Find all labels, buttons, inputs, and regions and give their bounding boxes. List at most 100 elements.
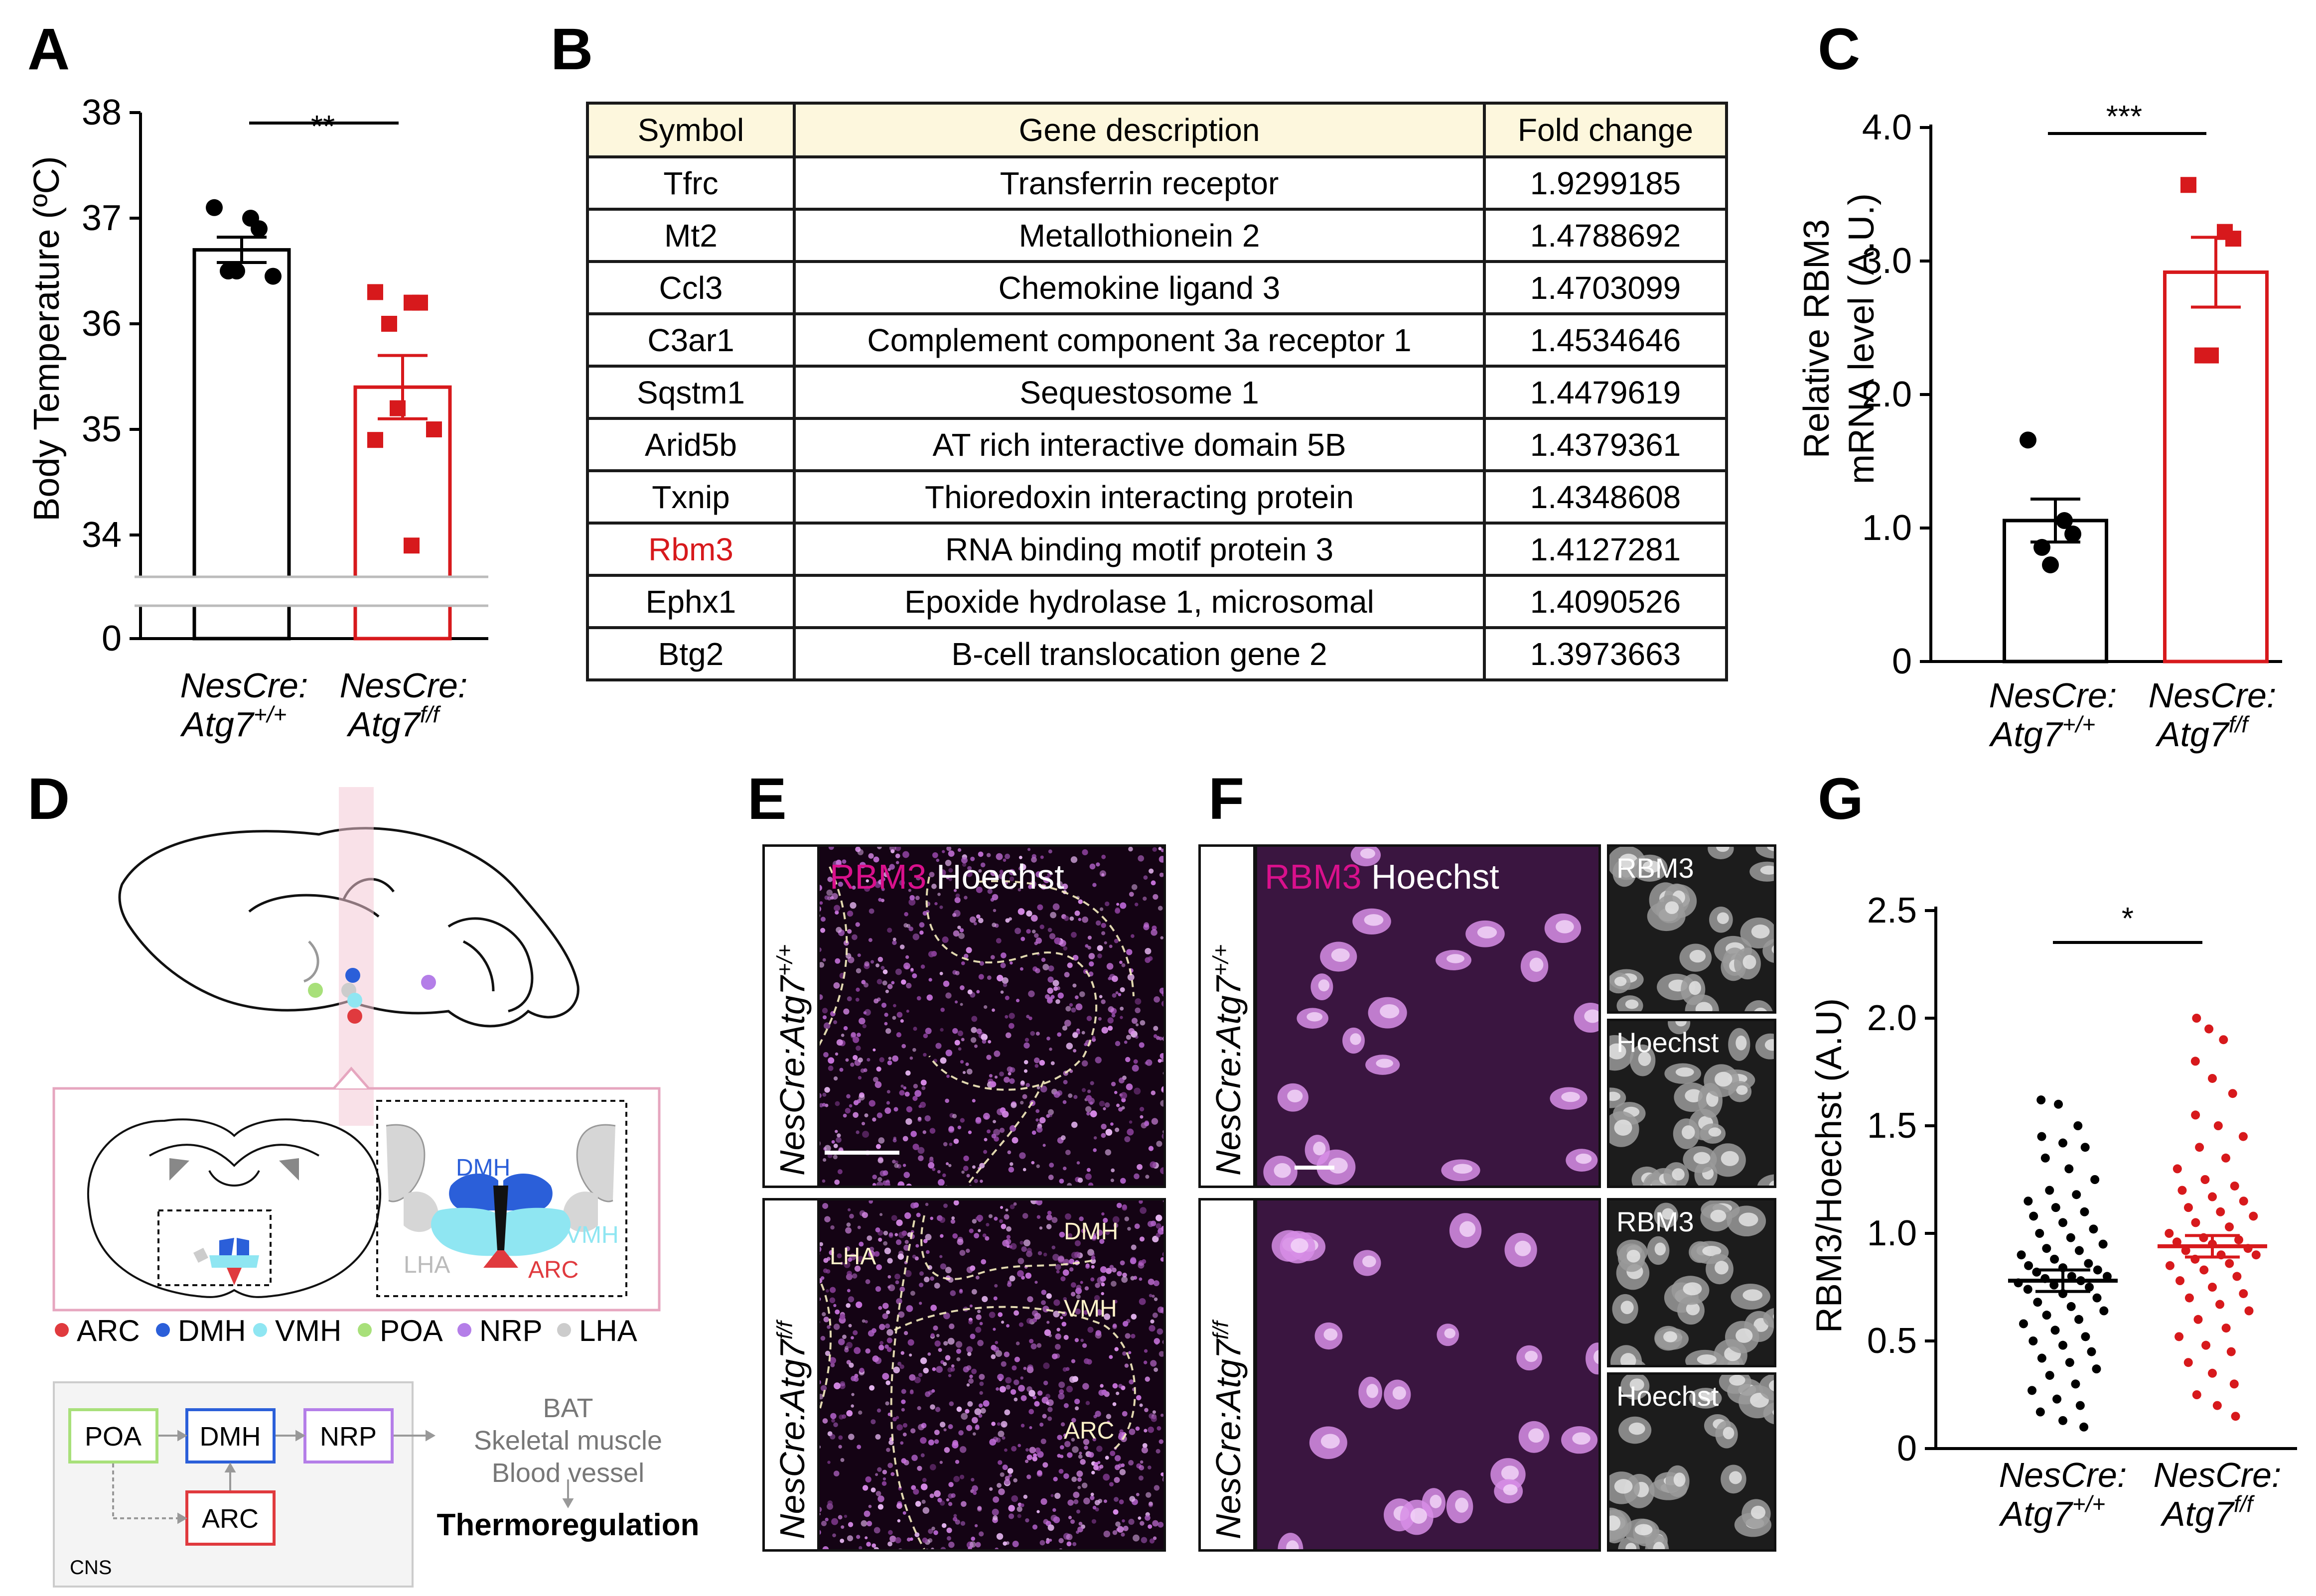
flow-box-nrp <box>303 1408 394 1463</box>
panel-label-g: G <box>1818 766 1864 832</box>
data-point-wt <box>2054 1099 2063 1109</box>
data-point-ko <box>2212 1401 2222 1410</box>
data-point-ko <box>2219 1035 2228 1045</box>
chart-g-xlabel-ko-1: NesCre: <box>2154 1456 2282 1494</box>
fold-change: 1.4348608 <box>1483 469 1728 525</box>
data-point-ko <box>2221 1324 2231 1333</box>
flow-label-poa: POA <box>85 1422 142 1452</box>
data-point-ko <box>404 537 420 554</box>
data-point-ko <box>2208 1283 2217 1292</box>
flow-box-poa <box>68 1408 158 1463</box>
data-point-ko <box>381 316 397 332</box>
table-header-description: Gene description <box>793 102 1486 158</box>
data-point-wt <box>2045 1371 2054 1380</box>
data-point-wt <box>2084 1259 2093 1268</box>
thumb-rbm3-ko: RBM3 <box>1607 1198 1776 1367</box>
zoom-label-lha: LHA <box>404 1252 450 1278</box>
flow-label-cns: CNS <box>70 1557 112 1579</box>
data-point-wt <box>2042 1311 2051 1320</box>
chart-a-plot: 0 34 35 36 37 38 <box>82 93 488 659</box>
thumb-label-hoechst-wt: Hoechst <box>1616 1027 1719 1058</box>
chart-a-xlabel-ko-1: NesCre: <box>340 666 468 705</box>
flow-target-muscle: Skeletal muscle <box>474 1426 662 1456</box>
flow-label-nrp: NRP <box>320 1422 377 1452</box>
legend-swatch-nrp <box>457 1323 471 1337</box>
data-point-wt <box>2024 1261 2033 1270</box>
data-point-wt <box>2085 1283 2094 1292</box>
region-label-lha: LHA <box>830 1243 876 1270</box>
data-point-wt <box>2102 1272 2112 1281</box>
gene-description: Thioredoxin interacting protein <box>793 469 1486 525</box>
gene-description: Complement component 3a receptor 1 <box>793 312 1486 368</box>
data-point-wt <box>2036 1095 2046 1105</box>
genotype-label-e-wt: NesCre:Atg7+/+ <box>772 944 812 1176</box>
data-point-ko <box>426 421 442 437</box>
thumb-label-rbm3-ko: RBM3 <box>1616 1206 1694 1237</box>
panel-label-a: A <box>27 16 70 82</box>
data-point-wt <box>2080 1207 2089 1216</box>
data-point-wt <box>2075 1401 2085 1410</box>
table-row: Mt2 Metallothionein 2 1.4788692 <box>586 208 1728 263</box>
genotype-label-e-ko: NesCre:Atg7f/f <box>772 1321 812 1539</box>
gene-symbol: Ephx1 <box>586 574 796 629</box>
data-point-ko <box>2190 1057 2200 1066</box>
data-point-wt <box>2023 1285 2032 1294</box>
legend-label-dmh: DMH <box>178 1314 246 1347</box>
gene-symbol: Arid5b <box>586 417 796 472</box>
chart-c-xlabel-ko-1: NesCre: <box>2149 676 2277 715</box>
data-point-wt <box>2050 1254 2059 1264</box>
data-point-wt <box>2045 1186 2054 1195</box>
legend-swatch-poa <box>358 1323 372 1337</box>
gene-description: Epoxide hydrolase 1, microsomal <box>793 574 1486 629</box>
thumb-hoechst-wt: Hoechst <box>1607 1019 1776 1188</box>
data-point-ko <box>2249 1211 2258 1221</box>
table-row: Btg2 B-cell translocation gene 2 1.3973663 <box>586 626 1728 681</box>
data-point-wt <box>2042 556 2059 573</box>
gene-description: RNA binding motif protein 3 <box>793 522 1486 577</box>
data-point-wt <box>2079 1422 2089 1432</box>
axis-break <box>135 577 488 606</box>
data-point-ko <box>2232 1272 2242 1281</box>
data-point-wt <box>2071 1379 2080 1389</box>
data-point-ko <box>2174 1332 2184 1341</box>
table-row: Ccl3 Chemokine ligand 3 1.4703099 <box>586 260 1728 315</box>
data-point-ko <box>2204 1024 2214 1034</box>
gene-description: B-cell translocation gene 2 <box>793 626 1486 681</box>
data-point-ko <box>2172 1164 2182 1174</box>
data-point-wt <box>2058 1416 2067 1425</box>
data-point-ko <box>2208 1192 2217 1201</box>
zoom-label-dmh: DMH <box>456 1155 510 1181</box>
chart-c-ylabel-1: Relative RBM3 <box>1797 219 1837 458</box>
y-tick-label: 0 <box>1892 642 1912 681</box>
data-point-wt <box>2035 1407 2045 1417</box>
data-point-ko <box>2226 1347 2236 1356</box>
region-label-dmh: DMH <box>1064 1218 1119 1245</box>
data-point-ko <box>2172 1237 2181 1247</box>
chart-g-xlabel-ko-2: Atg7f/f <box>2160 1491 2255 1533</box>
y-tick-label: 0.5 <box>1867 1321 1917 1361</box>
chart-c-ylabel-2: mRNA level (A.U.) <box>1842 193 1882 484</box>
chart-g-xlabel-wt-2: Atg7+/+ <box>1999 1491 2106 1533</box>
data-point-wt <box>2099 1306 2109 1316</box>
thumb-hoechst-ko: Hoechst <box>1607 1372 1776 1552</box>
data-point-ko <box>2244 1306 2254 1316</box>
data-point-ko <box>2213 1121 2223 1130</box>
data-point-wt <box>2027 1386 2037 1395</box>
legend-label-vmh: VMH <box>275 1314 341 1347</box>
table-row: Rbm3 RNA binding motif protein 3 1.4127281 <box>586 522 1728 577</box>
gene-description: Chemokine ligand 3 <box>793 260 1486 315</box>
gene-description: Transferrin receptor <box>793 155 1486 211</box>
region-label-arc: ARC <box>1064 1418 1115 1444</box>
fold-change: 1.4703099 <box>1483 260 1728 315</box>
y-tick-label: 0 <box>1897 1429 1917 1468</box>
data-point-wt <box>2035 1229 2044 1238</box>
fold-change: 1.4127281 <box>1483 522 1728 577</box>
y-tick-label: 1.0 <box>1867 1213 1917 1253</box>
y-tick-label: 36 <box>82 304 122 344</box>
data-point-wt <box>2037 1353 2046 1363</box>
legend-label-arc: ARC <box>77 1314 140 1347</box>
legend-swatch-arc <box>55 1323 69 1337</box>
data-point-wt <box>2064 525 2081 542</box>
panel-label-f: F <box>1208 766 1245 832</box>
chart-g-significance: * <box>2122 902 2134 936</box>
